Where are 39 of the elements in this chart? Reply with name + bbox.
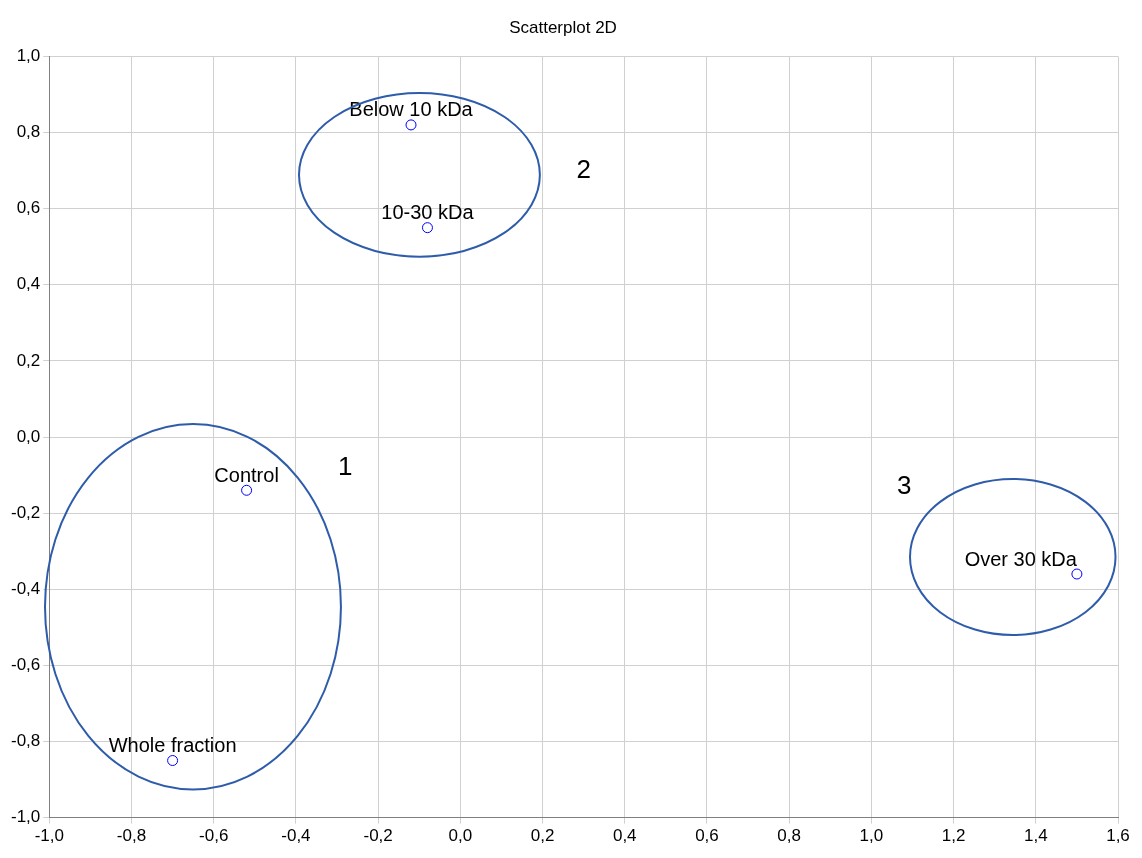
x-tick-label: -0,4 [281,826,311,846]
point [421,222,433,234]
y-tick-label: 0,0 [16,426,41,446]
x-tick-label: 0,8 [777,826,801,846]
annotation: Over 30 kDa [964,547,1078,570]
y-tick-label: 0,8 [16,122,41,142]
annotation: Whole fraction [108,734,237,757]
annotation: 1 [338,450,353,481]
y-tick-label: 0,4 [16,274,41,294]
annotation: 2 [576,153,591,184]
x-tick-label: -0,8 [116,826,147,846]
x-tick-label: -1,0 [34,826,64,846]
point [405,119,417,131]
x-tick-label: 1,4 [1023,826,1048,846]
y-tick-label: -0,8 [11,731,41,751]
x-tick-label: 0,6 [695,826,719,846]
annotation: Control [214,463,279,486]
annotation: Below 10 kDa [349,98,474,121]
point [241,484,253,496]
y-tick-label: 0,2 [16,350,41,370]
y-tick-label: -1,0 [11,807,41,827]
y-tick-label: -0,4 [11,578,41,598]
y-tick-label: 1,0 [16,46,41,66]
chart-title: Scatterplot 2D [509,17,617,37]
annotation: 3 [897,469,912,500]
y-tick-label: -0,6 [11,655,41,675]
x-tick-label: 1,6 [1106,826,1130,846]
x-tick-label: 1,0 [859,826,884,846]
x-tick-label: 0,2 [530,826,555,846]
annotation: 10-30 kDa [381,201,475,224]
x-tick-label: 0,4 [612,826,637,846]
x-tick-label: -0,6 [199,826,229,846]
x-tick-label: 1,2 [941,826,966,846]
point [167,755,179,767]
y-tick-label: 0,6 [16,198,41,218]
x-tick-label: 0,0 [448,826,473,846]
y-tick-label: -0,2 [11,502,41,522]
x-tick-label: -0,2 [363,826,393,846]
point [1071,568,1083,580]
